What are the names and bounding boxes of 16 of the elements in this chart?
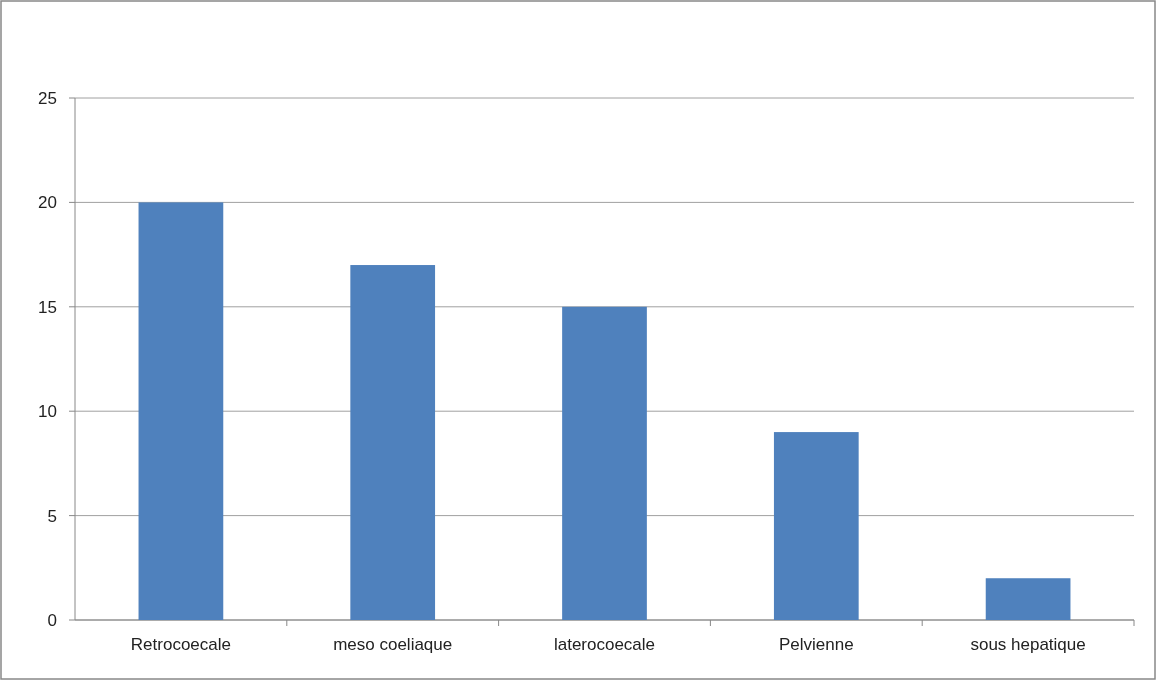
x-tick-label: laterocoecale bbox=[553, 635, 656, 654]
bar bbox=[350, 265, 436, 620]
bar bbox=[773, 432, 859, 620]
bar bbox=[985, 578, 1071, 620]
bar bbox=[562, 306, 647, 620]
y-tick-label: 15 bbox=[38, 297, 57, 317]
x-tick-label: Pelvienne bbox=[778, 635, 854, 654]
y-tick-label: 20 bbox=[38, 193, 57, 213]
x-tick-label: meso coeliaque bbox=[333, 635, 453, 654]
y-tick-label: 0 bbox=[47, 610, 57, 630]
y-tick-label: 25 bbox=[38, 88, 57, 108]
x-tick-label: sous hepatique bbox=[970, 635, 1086, 654]
bar bbox=[138, 202, 224, 620]
x-tick-label: Retrocoecale bbox=[130, 635, 231, 654]
y-tick-label: 10 bbox=[38, 402, 57, 422]
y-tick-label: 5 bbox=[47, 506, 57, 526]
